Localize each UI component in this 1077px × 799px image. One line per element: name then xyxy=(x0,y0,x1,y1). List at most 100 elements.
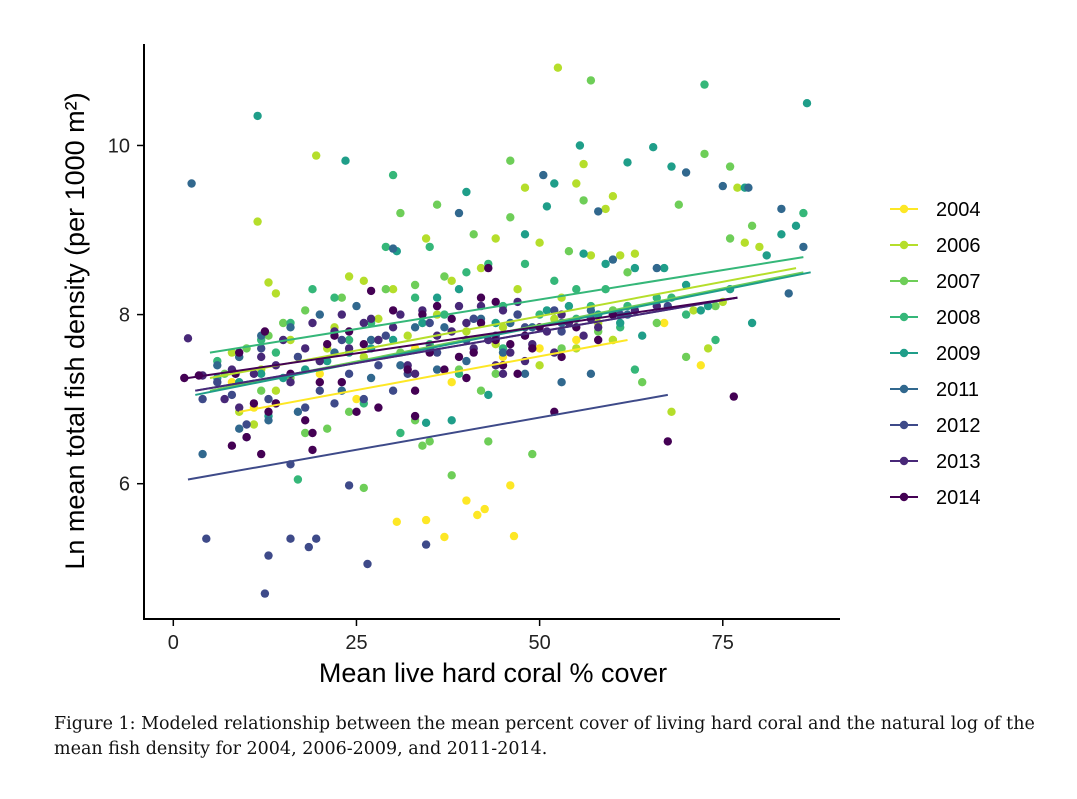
data-point xyxy=(469,230,478,239)
data-point xyxy=(498,348,508,357)
data-point xyxy=(403,365,412,374)
legend-key-dot xyxy=(899,240,909,250)
data-point xyxy=(337,335,346,345)
data-point xyxy=(454,352,464,362)
data-point xyxy=(506,340,515,349)
data-point xyxy=(198,449,207,459)
data-point xyxy=(359,318,368,328)
data-point xyxy=(410,293,420,302)
legend-label: 2006 xyxy=(936,235,981,257)
data-point xyxy=(344,272,354,281)
data-point xyxy=(601,259,610,269)
data-point xyxy=(235,424,244,433)
data-point xyxy=(506,213,515,222)
x-tick-label: 0 xyxy=(168,632,179,654)
fit-lines-layer xyxy=(187,256,811,481)
data-point xyxy=(557,327,566,336)
data-point xyxy=(257,449,266,459)
data-point xyxy=(729,392,738,401)
data-point xyxy=(374,314,383,323)
data-point xyxy=(649,143,658,152)
data-point xyxy=(341,156,350,165)
fit-line-2012 xyxy=(187,393,669,481)
data-point xyxy=(473,510,482,520)
data-point xyxy=(572,285,581,294)
data-point xyxy=(344,369,354,378)
data-point xyxy=(308,285,317,294)
data-point xyxy=(579,249,588,258)
data-point xyxy=(344,481,354,490)
data-point xyxy=(557,352,566,362)
data-point xyxy=(700,80,709,89)
data-point xyxy=(762,251,771,260)
data-point xyxy=(476,386,486,395)
data-point xyxy=(403,331,412,340)
data-point xyxy=(421,418,431,427)
y-tick-label: 8 xyxy=(119,305,130,327)
data-point xyxy=(572,335,581,345)
data-point xyxy=(586,76,596,85)
data-point xyxy=(432,293,442,302)
legend-label: 2007 xyxy=(936,271,981,293)
data-point xyxy=(791,221,801,230)
data-point xyxy=(674,200,683,209)
data-point xyxy=(630,249,640,258)
data-point xyxy=(711,335,720,345)
data-point xyxy=(725,234,735,243)
data-point xyxy=(476,293,486,302)
data-point xyxy=(308,318,317,328)
data-point xyxy=(520,259,530,269)
data-point xyxy=(337,378,346,387)
data-point xyxy=(180,373,189,383)
fit-line-2013 xyxy=(195,296,738,392)
data-point xyxy=(660,263,669,273)
fit-line-2014 xyxy=(187,296,738,379)
legend-label: 2004 xyxy=(936,199,981,221)
data-point xyxy=(623,268,632,277)
points-layer xyxy=(180,63,812,598)
data-point xyxy=(323,356,332,366)
data-point xyxy=(498,369,508,378)
data-point xyxy=(418,441,427,450)
data-point xyxy=(513,369,522,378)
data-point xyxy=(586,369,596,378)
data-point xyxy=(480,504,489,514)
data-point xyxy=(663,437,672,446)
data-point xyxy=(293,407,303,416)
legend-label: 2008 xyxy=(936,307,981,329)
data-point xyxy=(462,356,471,366)
data-point xyxy=(279,318,288,328)
data-point xyxy=(388,306,398,315)
data-point xyxy=(616,318,625,328)
data-point xyxy=(198,394,207,404)
data-point xyxy=(498,323,508,332)
data-point xyxy=(447,471,456,480)
data-point xyxy=(462,187,471,197)
data-point xyxy=(421,234,431,243)
data-point xyxy=(312,151,321,160)
data-point xyxy=(315,369,324,378)
data-point xyxy=(484,263,493,273)
data-point xyxy=(535,344,544,353)
data-point xyxy=(740,238,749,247)
data-point xyxy=(700,149,709,159)
data-point xyxy=(410,369,420,378)
data-point xyxy=(747,221,757,230)
data-point xyxy=(359,340,368,349)
data-point xyxy=(359,483,368,493)
data-point xyxy=(777,230,786,239)
data-point xyxy=(301,306,310,315)
data-point xyxy=(271,348,281,357)
data-point xyxy=(396,310,405,319)
data-point xyxy=(421,515,431,525)
data-point xyxy=(323,424,332,433)
data-point xyxy=(491,297,500,307)
data-point xyxy=(550,276,559,285)
legend-label: 2009 xyxy=(936,343,981,365)
legend-key-dot xyxy=(899,348,909,358)
data-point xyxy=(447,378,456,387)
data-point xyxy=(202,534,211,543)
data-point xyxy=(513,285,522,294)
legend-item: 2009 xyxy=(890,343,981,365)
data-point xyxy=(381,331,390,340)
